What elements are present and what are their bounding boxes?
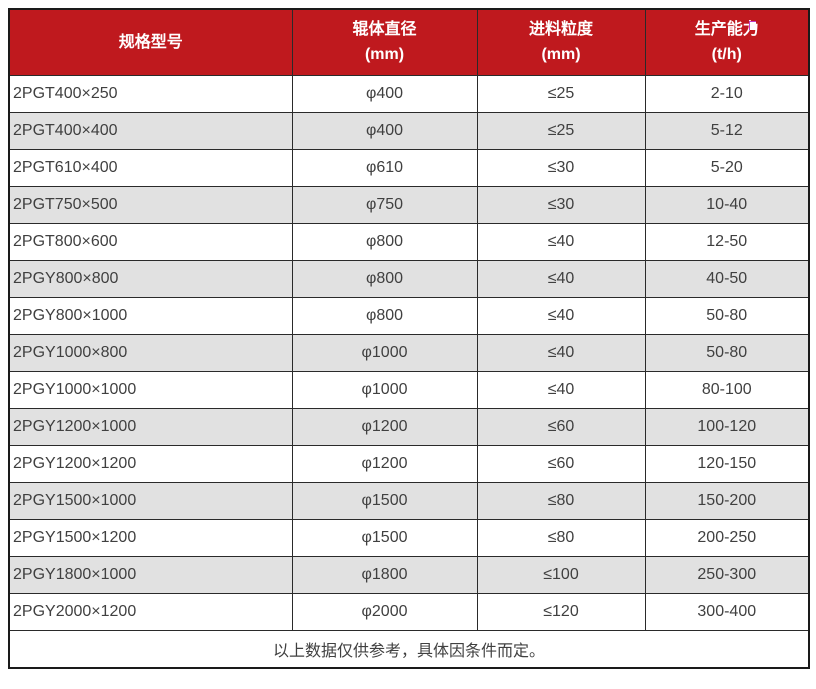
footer-note: 以上数据仅供参考，具体因条件而定。 <box>8 629 810 669</box>
cell-model: 2PGY1000×1000 <box>8 370 293 409</box>
cell-feed-size: ≤60 <box>476 444 646 483</box>
cell-feed-size: ≤30 <box>476 185 646 224</box>
cell-roller-diameter: φ800 <box>291 222 478 261</box>
table-row: 2PGY1800×1000 φ1800 ≤100 250-300 <box>8 555 810 594</box>
cell-feed-size: ≤40 <box>476 333 646 372</box>
roller-crusher-spec-table: 规格型号 辊体直径 (mm) 进料粒度 (mm) 生产能力 (t/h) 2PGT400… <box>8 8 810 669</box>
column-header-feed-size: 进料粒度 (mm) <box>476 8 646 76</box>
cell-model: 2PGY800×1000 <box>8 296 293 335</box>
cell-model: 2PGY1200×1200 <box>8 444 293 483</box>
cell-capacity: 5-12 <box>644 111 810 150</box>
cell-roller-diameter: φ610 <box>291 148 478 187</box>
cell-roller-diameter: φ1800 <box>291 555 478 594</box>
table-body: 2PGT400×250 φ400 ≤25 2-10 2PGT400×400 φ400 ≤25… <box>8 74 810 631</box>
column-label: 进料粒度 <box>528 21 593 39</box>
table-row: 2PGT400×250 φ400 ≤25 2-10 <box>8 74 810 113</box>
cell-feed-size: ≤120 <box>476 592 646 631</box>
cell-feed-size: ≤40 <box>476 296 646 335</box>
cell-feed-size: ≤25 <box>476 74 646 113</box>
table-row: 2PGY1500×1000 φ1500 ≤80 150-200 <box>8 481 810 520</box>
cell-capacity: 100-120 <box>644 407 810 446</box>
cell-model: 2PGT400×400 <box>8 111 293 150</box>
cell-feed-size: ≤40 <box>476 259 646 298</box>
cell-feed-size: ≤40 <box>476 222 646 261</box>
column-unit: (mm) <box>364 46 405 64</box>
cell-feed-size: ≤30 <box>476 148 646 187</box>
cell-model: 2PGY2000×1200 <box>8 592 293 631</box>
table-row: 2PGY1200×1000 φ1200 ≤60 100-120 <box>8 407 810 446</box>
table-row: 2PGY800×1000 φ800 ≤40 50-80 <box>8 296 810 335</box>
cell-feed-size: ≤60 <box>476 407 646 446</box>
cell-capacity: 12-50 <box>644 222 810 261</box>
cell-model: 2PGY1500×1200 <box>8 518 293 557</box>
table-row: 2PGY800×800 φ800 ≤40 40-50 <box>8 259 810 298</box>
cell-model: 2PGT750×500 <box>8 185 293 224</box>
cell-roller-diameter: φ2000 <box>291 592 478 631</box>
cell-roller-diameter: φ800 <box>291 296 478 335</box>
table-row: 2PGY1000×1000 φ1000 ≤40 80-100 <box>8 370 810 409</box>
table-footer: 以上数据仅供参考，具体因条件而定。 <box>8 629 810 669</box>
column-unit: (mm) <box>541 46 581 64</box>
table-row: 2PGY1000×800 φ1000 ≤40 50-80 <box>8 333 810 372</box>
table-header: 规格型号 辊体直径 (mm) 进料粒度 (mm) 生产能力 (t/h) <box>8 8 810 76</box>
cell-model: 2PGY1500×1000 <box>8 481 293 520</box>
cell-roller-diameter: φ400 <box>291 111 478 150</box>
footer-row: 以上数据仅供参考，具体因条件而定。 <box>8 629 810 669</box>
cell-capacity: 10-40 <box>644 185 810 224</box>
cell-model: 2PGY1800×1000 <box>8 555 293 594</box>
table-row: 2PGT610×400 φ610 ≤30 5-20 <box>8 148 810 187</box>
cell-roller-diameter: φ750 <box>291 185 478 224</box>
column-label: 辊体直径 <box>352 21 417 39</box>
cell-feed-size: ≤25 <box>476 111 646 150</box>
table-row: 2PGY2000×1200 φ2000 ≤120 300-400 <box>8 592 810 631</box>
cell-capacity: 300-400 <box>644 592 810 631</box>
cell-capacity: 120-150 <box>644 444 810 483</box>
cell-capacity: 5-20 <box>644 148 810 187</box>
cell-capacity: 50-80 <box>644 296 810 335</box>
cell-feed-size: ≤80 <box>476 481 646 520</box>
cell-roller-diameter: φ800 <box>291 259 478 298</box>
column-label: 生产能力 <box>694 21 759 39</box>
cell-roller-diameter: φ1000 <box>291 333 478 372</box>
cell-roller-diameter: φ1000 <box>291 370 478 409</box>
cell-capacity: 2-10 <box>644 74 810 113</box>
column-header-capacity: 生产能力 (t/h) <box>644 8 810 76</box>
cell-model: 2PGT400×250 <box>8 74 293 113</box>
header-row: 规格型号 辊体直径 (mm) 进料粒度 (mm) 生产能力 (t/h) <box>8 8 810 76</box>
cell-model: 2PGY800×800 <box>8 259 293 298</box>
table-row: 2PGY1500×1200 φ1500 ≤80 200-250 <box>8 518 810 557</box>
column-header-roller-diameter: 辊体直径 (mm) <box>291 8 478 76</box>
cell-roller-diameter: φ1200 <box>291 407 478 446</box>
table-row: 2PGY1200×1200 φ1200 ≤60 120-150 <box>8 444 810 483</box>
cell-model: 2PGY1200×1000 <box>8 407 293 446</box>
spec-table-container: 规格型号 辊体直径 (mm) 进料粒度 (mm) 生产能力 (t/h) 2PGT400… <box>8 8 810 669</box>
cell-feed-size: ≤40 <box>476 370 646 409</box>
table-row: 2PGT800×600 φ800 ≤40 12-50 <box>8 222 810 261</box>
cell-roller-diameter: φ1200 <box>291 444 478 483</box>
cell-capacity: 80-100 <box>644 370 810 409</box>
cell-roller-diameter: φ1500 <box>291 518 478 557</box>
cell-feed-size: ≤80 <box>476 518 646 557</box>
column-header-model: 规格型号 <box>8 8 293 76</box>
cell-capacity: 40-50 <box>644 259 810 298</box>
cell-capacity: 200-250 <box>644 518 810 557</box>
cell-capacity: 150-200 <box>644 481 810 520</box>
cell-roller-diameter: φ1500 <box>291 481 478 520</box>
cell-capacity: 250-300 <box>644 555 810 594</box>
cell-roller-diameter: φ400 <box>291 74 478 113</box>
cell-feed-size: ≤100 <box>476 555 646 594</box>
table-row: 2PGT750×500 φ750 ≤30 10-40 <box>8 185 810 224</box>
cursor-artifact <box>749 21 756 30</box>
table-row: 2PGT400×400 φ400 ≤25 5-12 <box>8 111 810 150</box>
cell-model: 2PGT800×600 <box>8 222 293 261</box>
cell-model: 2PGY1000×800 <box>8 333 293 372</box>
cell-model: 2PGT610×400 <box>8 148 293 187</box>
cell-capacity: 50-80 <box>644 333 810 372</box>
column-unit: (t/h) <box>711 46 742 64</box>
column-label: 规格型号 <box>118 33 183 51</box>
